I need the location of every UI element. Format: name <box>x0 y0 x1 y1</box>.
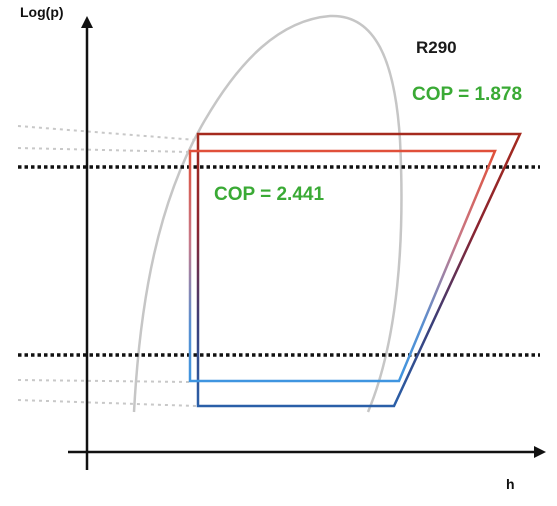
cop-inner-label: COP = 2.441 <box>214 184 325 205</box>
isobar-gray-high-2 <box>17 147 191 153</box>
isobar-gray-low-2 <box>17 399 197 407</box>
y-axis-label: Log(p) <box>20 4 64 20</box>
cycle-outer <box>196 132 522 408</box>
x-axis-label: h <box>506 476 515 492</box>
refrigerant-label: R290 <box>416 38 457 57</box>
cycle-inner <box>188 149 497 383</box>
isobar-gray-low-1 <box>17 379 191 383</box>
saturation-dome-curve <box>132 14 403 413</box>
cop-outer-label: COP = 1.878 <box>412 84 523 105</box>
isobar-gray-high-1 <box>17 125 197 141</box>
